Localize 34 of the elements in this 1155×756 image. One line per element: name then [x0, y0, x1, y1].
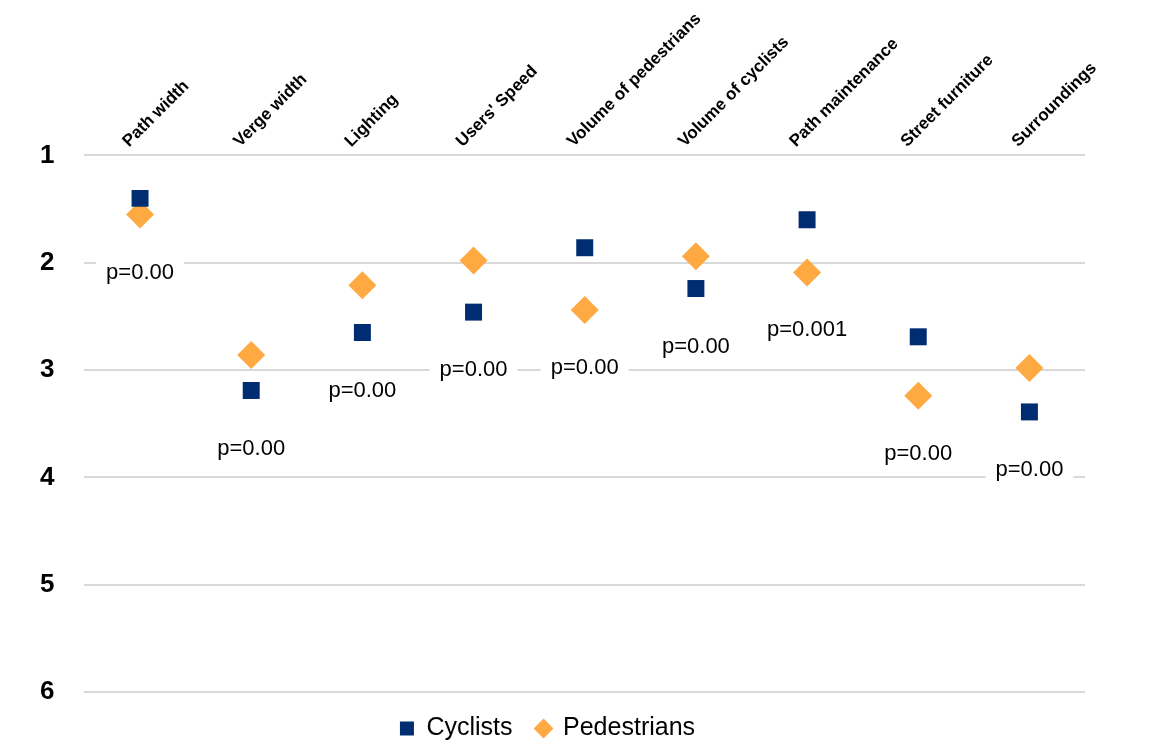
point: [242, 381, 260, 399]
point: [576, 239, 594, 257]
annotation: p=0.00: [328, 376, 397, 402]
point: [465, 303, 483, 321]
legend-label: Cyclists: [426, 712, 513, 741]
y-tick-label: 6: [39, 675, 55, 706]
point: [909, 328, 927, 346]
point: [237, 341, 266, 370]
point: [1020, 403, 1038, 421]
y-tick-label: 3: [39, 353, 55, 384]
annotation: p=0.00: [884, 439, 953, 465]
annotation: p=0.00: [995, 455, 1064, 481]
annotation: p=0.00: [106, 258, 174, 284]
legend-label: Pedestrians: [563, 712, 696, 741]
point: [904, 381, 933, 410]
annotation: p=0.00: [439, 356, 508, 382]
y-tick-label: 4: [39, 460, 55, 491]
point: [687, 280, 705, 297]
annotation: p=0.00: [661, 332, 730, 358]
point: [570, 295, 599, 324]
y-tick-label: 5: [39, 567, 55, 598]
point: [459, 246, 488, 275]
point: [798, 211, 816, 229]
point: [348, 271, 377, 300]
annotation: p=0.00: [550, 354, 619, 380]
y-tick-label: 1: [39, 138, 55, 169]
point: [1015, 353, 1044, 382]
point: [681, 242, 710, 271]
point: [793, 258, 822, 287]
annotation: p=0.00: [217, 434, 286, 460]
point: [131, 189, 149, 207]
annotation: p=0.001: [767, 316, 848, 342]
point: [353, 324, 371, 341]
y-tick-label: 2: [39, 245, 55, 276]
